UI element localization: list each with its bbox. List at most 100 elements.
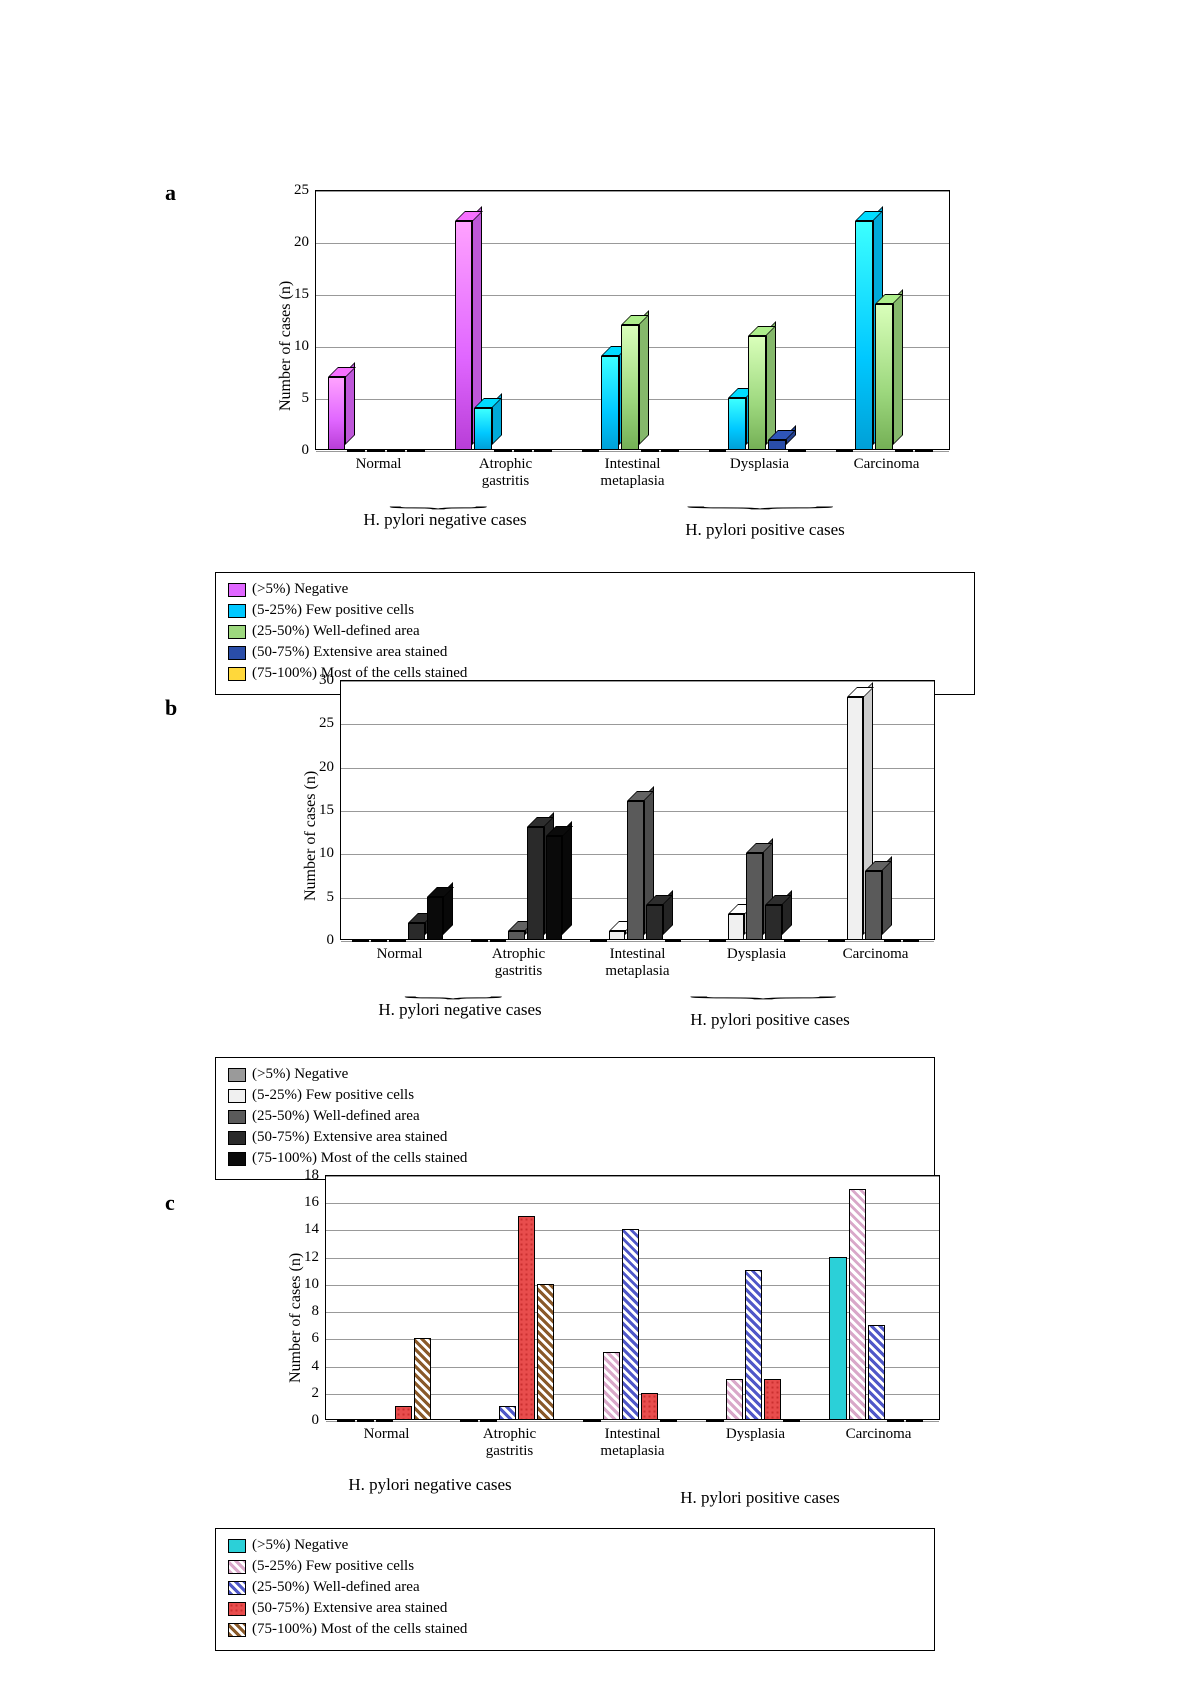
bar	[389, 940, 406, 942]
bar	[875, 304, 893, 450]
legend-swatch	[228, 1602, 246, 1616]
bar	[665, 940, 682, 942]
brace-pos-b: ⏟	[688, 986, 839, 999]
bar	[646, 905, 663, 940]
group-neg-a: H. pylori negative cases	[345, 510, 545, 530]
xtick: Normal	[325, 1426, 448, 1443]
bar	[726, 1379, 743, 1420]
bar	[746, 853, 763, 940]
bar	[660, 1420, 677, 1422]
bar	[706, 1420, 723, 1422]
legend-label: (75-100%) Most of the cells stained	[252, 1621, 467, 1638]
bar	[499, 1406, 516, 1420]
ytick: 0	[289, 1412, 319, 1429]
ytick: 30	[304, 672, 334, 689]
ytick: 0	[304, 932, 334, 949]
bar	[627, 801, 644, 940]
bar	[906, 1420, 923, 1422]
bar	[347, 450, 365, 452]
xtick: Atrophicgastritis	[442, 456, 569, 489]
bar	[414, 1338, 431, 1420]
bar	[609, 931, 626, 940]
bar	[494, 450, 512, 452]
bar	[583, 1420, 600, 1422]
bar	[471, 940, 488, 942]
bar	[603, 1352, 620, 1420]
chart-c: 024681012141618Number of cases (n)Normal…	[275, 1160, 955, 1475]
bar	[407, 450, 425, 452]
bar	[480, 1420, 497, 1422]
ytick: 20	[279, 234, 309, 251]
group-pos-a: H. pylori positive cases	[615, 520, 915, 540]
bar	[868, 1325, 885, 1420]
bar	[490, 940, 507, 942]
bar	[748, 336, 766, 450]
bar	[337, 1420, 354, 1422]
legend-swatch	[228, 604, 246, 618]
bar	[534, 450, 552, 452]
bar	[661, 450, 679, 452]
legend-swatch	[228, 1623, 246, 1637]
legend-label: (25-50%) Well-defined area	[252, 1579, 420, 1596]
bar	[328, 377, 346, 450]
bar	[829, 1257, 846, 1420]
legend-label: (5-25%) Few positive cells	[252, 1087, 414, 1104]
bar	[376, 1420, 393, 1422]
legend-swatch	[228, 667, 246, 681]
bar	[709, 940, 726, 942]
legend-swatch	[228, 1539, 246, 1553]
bar	[352, 940, 369, 942]
bar	[895, 450, 913, 452]
bar	[915, 450, 933, 452]
bar	[887, 1420, 904, 1422]
legend-label: (50-75%) Extensive area stained	[252, 644, 447, 661]
bar	[765, 905, 782, 940]
bar	[728, 398, 746, 450]
bar	[367, 450, 385, 452]
ytick: 25	[304, 715, 334, 732]
legend-swatch	[228, 1068, 246, 1082]
xtick: Normal	[315, 456, 442, 473]
bar	[764, 1379, 781, 1420]
bar	[387, 450, 405, 452]
xtick: Intestinalmetaplasia	[578, 946, 697, 979]
bar	[622, 1229, 639, 1420]
legend-swatch	[228, 625, 246, 639]
group-neg-b: H. pylori negative cases	[360, 1000, 560, 1020]
ylabel: Number of cases (n)	[287, 1253, 305, 1383]
bar	[582, 450, 600, 452]
bar	[641, 1393, 658, 1420]
legend-c: (>5%) Negative(5-25%) Few positive cells…	[215, 1528, 935, 1651]
xtick: Intestinalmetaplasia	[569, 456, 696, 489]
panel-label-a: a	[165, 180, 176, 206]
bar	[601, 356, 619, 450]
bar	[884, 940, 901, 942]
bar	[395, 1406, 412, 1420]
bar	[546, 836, 563, 940]
legend-label: (25-50%) Well-defined area	[252, 1108, 420, 1125]
xtick: Atrophicgastritis	[448, 1426, 571, 1459]
bar	[828, 940, 845, 942]
bar	[865, 871, 882, 940]
ytick: 18	[289, 1167, 319, 1184]
xtick: Carcinoma	[816, 946, 935, 963]
legend-label: (>5%) Negative	[252, 1066, 348, 1083]
bar	[514, 450, 532, 452]
legend-label: (>5%) Negative	[252, 581, 348, 598]
chart-a: 0510152025Number of cases (n)NormalAtrop…	[265, 175, 965, 505]
ytick: 14	[289, 1221, 319, 1238]
panel-label-b: b	[165, 695, 177, 721]
ytick: 0	[279, 442, 309, 459]
legend-swatch	[228, 1152, 246, 1166]
legend-label: (50-75%) Extensive area stained	[252, 1600, 447, 1617]
xtick: Dysplasia	[697, 946, 816, 963]
bar	[784, 940, 801, 942]
xtick: Atrophicgastritis	[459, 946, 578, 979]
bar	[768, 440, 786, 450]
bar	[836, 450, 854, 452]
bar	[537, 1284, 554, 1420]
legend-swatch	[228, 1131, 246, 1145]
bar	[641, 450, 659, 452]
legend-swatch	[228, 1110, 246, 1124]
bar	[728, 914, 745, 940]
